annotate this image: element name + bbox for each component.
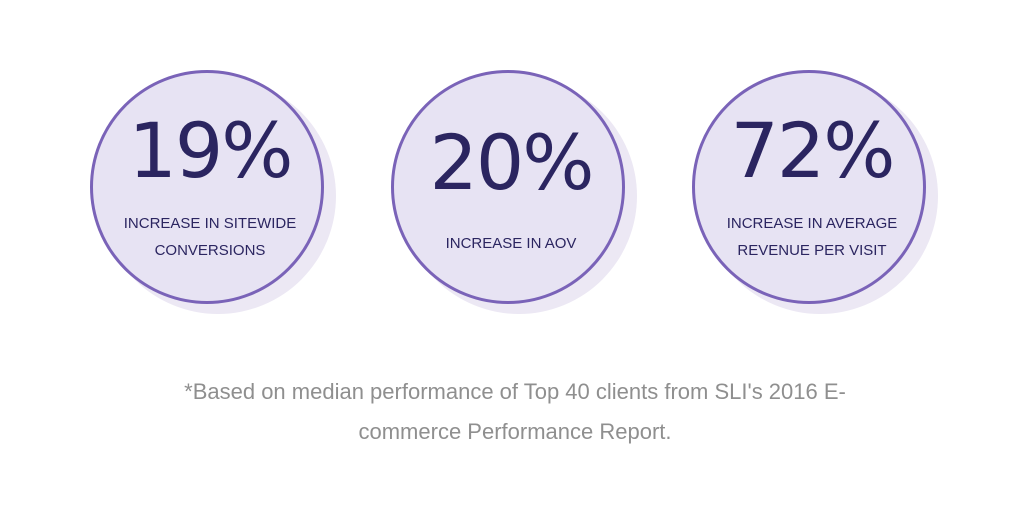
stat-circle-sitewide-conversions: 19% INCREASE IN SITEWIDE CONVERSIONS: [90, 70, 336, 314]
footnote-line2: commerce Performance Report.: [358, 419, 672, 444]
stat-label: INCREASE IN AOV: [404, 230, 618, 257]
stat-circle-revenue-per-visit: 72% INCREASE IN AVERAGE REVENUE PER VISI…: [692, 70, 938, 314]
stat-value: 19%: [128, 106, 294, 195]
stat-value: 20%: [429, 118, 595, 207]
stat-label-line2: REVENUE PER VISIT: [737, 242, 887, 259]
footnote-line1: *Based on median performance of Top 40 c…: [184, 379, 846, 404]
circle-ring: 72% INCREASE IN AVERAGE REVENUE PER VISI…: [692, 70, 926, 304]
circle-ring: 19% INCREASE IN SITEWIDE CONVERSIONS: [90, 70, 324, 304]
stat-label: INCREASE IN SITEWIDE CONVERSIONS: [103, 210, 317, 264]
stat-label-line1: INCREASE IN AOV: [445, 235, 577, 252]
stat-label-line2: CONVERSIONS: [154, 242, 266, 259]
stat-label-line1: INCREASE IN AVERAGE: [726, 215, 898, 232]
stat-label: INCREASE IN AVERAGE REVENUE PER VISIT: [705, 210, 919, 264]
stat-label-line1: INCREASE IN SITEWIDE: [123, 215, 297, 232]
stat-circle-aov: 20% INCREASE IN AOV: [391, 70, 637, 314]
stat-value: 72%: [730, 106, 896, 195]
footnote: *Based on median performance of Top 40 c…: [110, 372, 920, 452]
circle-ring: 20% INCREASE IN AOV: [391, 70, 625, 304]
